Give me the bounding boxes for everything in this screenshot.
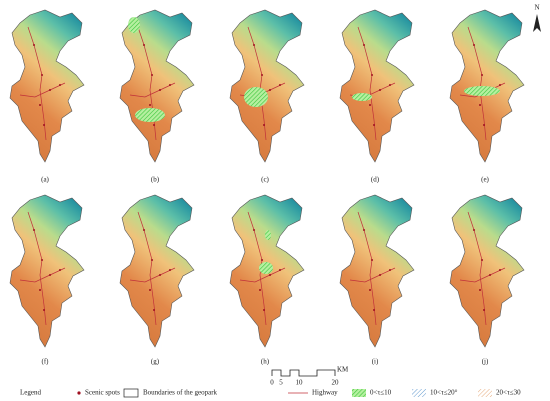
scale-tick: 0 <box>270 379 274 387</box>
panel-label: (a) <box>41 176 49 184</box>
map-panel <box>9 9 85 163</box>
scale-bar: 0 5 10 20 KM <box>270 366 349 387</box>
north-arrow: N <box>533 4 541 32</box>
map-panel <box>229 9 305 163</box>
map-panel <box>119 194 195 348</box>
scale-tick: 5 <box>279 379 283 387</box>
panel-label: (b) <box>151 176 160 184</box>
panel-label: (d) <box>371 176 380 184</box>
north-label: N <box>534 4 539 12</box>
map-panel <box>449 194 525 348</box>
panel-label: (e) <box>481 176 489 184</box>
legend-item: 20<τ≤30 <box>496 389 521 397</box>
scale-tick: 10 <box>296 379 304 387</box>
legend-item: 0<τ≤10 <box>370 389 392 397</box>
scale-unit: KM <box>337 366 349 374</box>
panel-label: (j) <box>482 358 489 366</box>
scale-tick: 20 <box>332 379 340 387</box>
map-panel <box>119 9 195 163</box>
map-panel <box>229 194 305 348</box>
legend-item: Boundaries of the geopark <box>143 389 218 397</box>
map-panel <box>339 9 415 163</box>
panel-label: (i) <box>372 358 379 366</box>
panel-label: (g) <box>151 358 160 366</box>
legend-title: Legend <box>20 389 41 397</box>
map-panel <box>339 194 415 348</box>
panel-label: (h) <box>261 358 270 366</box>
legend-item: Scenic spots <box>85 389 120 397</box>
map-panel <box>9 194 85 348</box>
legend-item: 10<τ≤20° <box>430 389 458 397</box>
legend: Legend Scenic spots Boundaries of the ge… <box>20 389 521 398</box>
panel-label: (c) <box>261 176 269 184</box>
map-panel <box>449 9 525 163</box>
panel-label: (f) <box>42 358 50 366</box>
legend-item: Highway <box>312 389 338 397</box>
